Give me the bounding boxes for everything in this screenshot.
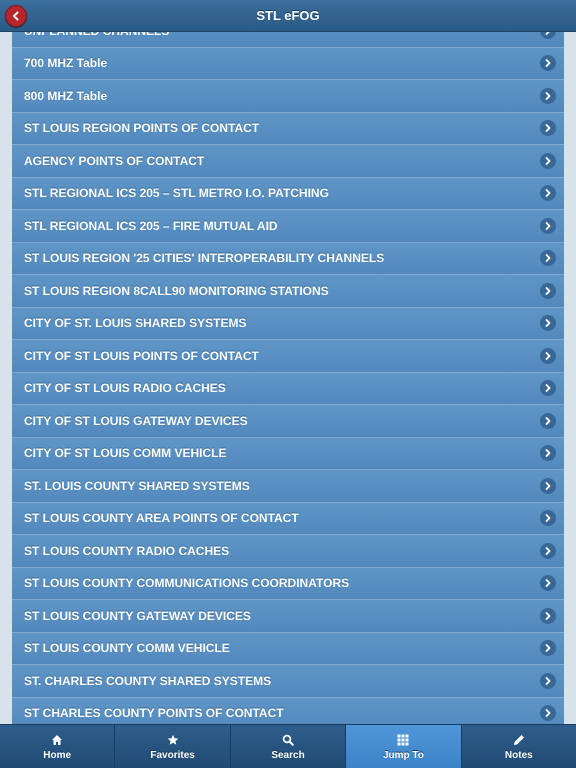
list-item-label: CITY OF ST. LOUIS SHARED SYSTEMS <box>24 316 247 331</box>
tab-label: Notes <box>504 749 533 761</box>
home-icon <box>50 733 64 747</box>
list-item[interactable]: ST LOUIS COUNTY RADIO CACHES <box>12 535 564 568</box>
chevron-right-icon <box>540 607 556 624</box>
list-item-label: CITY OF ST LOUIS COMM VEHICLE <box>24 446 227 461</box>
list-item-label: ST LOUIS REGION 8CALL90 MONITORING STATI… <box>24 283 329 298</box>
list-item-label: ST LOUIS COUNTY GATEWAY DEVICES <box>24 608 251 623</box>
chevron-right-icon <box>540 477 556 494</box>
chevron-right-icon <box>540 250 556 267</box>
pencil-icon <box>512 733 526 747</box>
list-item[interactable]: ST LOUIS COUNTY COMM VEHICLE <box>12 632 564 665</box>
chevron-right-icon <box>540 542 556 559</box>
list-item-label: ST LOUIS COUNTY AREA POINTS OF CONTACT <box>24 511 299 526</box>
chevron-right-icon <box>540 120 556 137</box>
list-item-label: CITY OF ST LOUIS POINTS OF CONTACT <box>24 348 259 363</box>
list-item[interactable]: STL REGIONAL ICS 205 – FIRE MUTUAL AID <box>12 210 564 243</box>
chevron-right-icon <box>540 217 556 234</box>
list-item[interactable]: CITY OF ST LOUIS GATEWAY DEVICES <box>12 405 564 438</box>
tab-label: Home <box>43 749 72 761</box>
tab-home[interactable]: Home <box>0 725 116 768</box>
list-item-label: AGENCY POINTS OF CONTACT <box>24 153 205 168</box>
chevron-right-icon <box>540 705 556 722</box>
list-item[interactable]: CITY OF ST. LOUIS SHARED SYSTEMS <box>12 307 564 340</box>
tab-notes[interactable]: Notes <box>462 725 576 768</box>
list-item-label: STL REGIONAL ICS 205 – STL METRO I.O. PA… <box>24 186 329 201</box>
tab-label: Jump To <box>382 749 424 761</box>
chevron-right-icon <box>540 55 556 72</box>
back-button[interactable] <box>5 5 27 27</box>
list-item[interactable]: ST CHARLES COUNTY POINTS OF CONTACT <box>12 697 564 724</box>
grid-icon <box>396 733 410 747</box>
chevron-right-icon <box>540 152 556 169</box>
list-item[interactable]: STL REGIONAL ICS 205 – STL METRO I.O. PA… <box>12 177 564 210</box>
page-title: STL eFOG <box>256 8 320 23</box>
list-item[interactable]: ST. LOUIS COUNTY SHARED SYSTEMS <box>12 470 564 503</box>
list-item[interactable]: CITY OF ST LOUIS RADIO CACHES <box>12 372 564 405</box>
list-item-label: CITY OF ST LOUIS GATEWAY DEVICES <box>24 413 248 428</box>
list-item[interactable]: CITY OF ST LOUIS POINTS OF CONTACT <box>12 340 564 373</box>
star-icon <box>166 733 180 747</box>
chevron-right-icon <box>540 347 556 364</box>
list-item[interactable]: UNPLANNED CHANNELS <box>12 32 564 48</box>
list-item[interactable]: ST. CHARLES COUNTY SHARED SYSTEMS <box>12 665 564 698</box>
chevron-right-icon <box>540 380 556 397</box>
back-arrow-icon <box>13 11 19 21</box>
tab-search[interactable]: Search <box>231 725 347 768</box>
search-icon <box>281 733 295 747</box>
chevron-right-icon <box>540 672 556 689</box>
list-item-label: ST LOUIS COUNTY COMM VEHICLE <box>24 641 230 656</box>
chevron-right-icon <box>540 510 556 527</box>
list-item[interactable]: 700 MHZ Table <box>12 47 564 80</box>
list-item[interactable]: 800 MHZ Table <box>12 80 564 113</box>
list-item[interactable]: ST LOUIS REGION 8CALL90 MONITORING STATI… <box>12 275 564 308</box>
chevron-right-icon <box>540 575 556 592</box>
chevron-right-icon <box>540 315 556 332</box>
chevron-right-icon <box>540 412 556 429</box>
tab-favorites[interactable]: Favorites <box>115 725 231 768</box>
list-item[interactable]: CITY OF ST LOUIS COMM VEHICLE <box>12 437 564 470</box>
list-item-label: UNPLANNED CHANNELS <box>24 32 169 38</box>
list-item-label: ST LOUIS REGION '25 CITIES' INTEROPERABI… <box>24 251 385 266</box>
chevron-right-icon <box>540 640 556 657</box>
list-item-label: ST LOUIS COUNTY RADIO CACHES <box>24 543 230 558</box>
chevron-right-icon <box>540 87 556 104</box>
list-item[interactable]: ST LOUIS COUNTY AREA POINTS OF CONTACT <box>12 502 564 535</box>
list-item-label: ST CHARLES COUNTY POINTS OF CONTACT <box>24 706 284 721</box>
list-item-label: ST. CHARLES COUNTY SHARED SYSTEMS <box>24 673 272 688</box>
list-item[interactable]: ST LOUIS REGION '25 CITIES' INTEROPERABI… <box>12 242 564 275</box>
list-item-label: STL REGIONAL ICS 205 – FIRE MUTUAL AID <box>24 218 278 233</box>
list-item-label: ST LOUIS COUNTY COMMUNICATIONS COORDINAT… <box>24 576 350 591</box>
tab-label: Favorites <box>150 749 195 761</box>
list-item[interactable]: ST LOUIS COUNTY COMMUNICATIONS COORDINAT… <box>12 567 564 600</box>
list-item[interactable]: ST LOUIS REGION POINTS OF CONTACT <box>12 112 564 145</box>
list-item-label: 700 MHZ Table <box>24 56 108 71</box>
app-header: STL eFOG <box>0 0 576 32</box>
tab-jump-to[interactable]: Jump To <box>346 725 462 768</box>
menu-list[interactable]: UNPLANNED CHANNELS 700 MHZ Table 800 MHZ T… <box>12 32 564 724</box>
tab-bar: Home Favorites Search Jump To Notes <box>0 724 576 768</box>
list-item[interactable]: AGENCY POINTS OF CONTACT <box>12 145 564 178</box>
chevron-right-icon <box>540 282 556 299</box>
chevron-right-icon <box>540 185 556 202</box>
list-item-label: ST. LOUIS COUNTY SHARED SYSTEMS <box>24 478 250 493</box>
tab-label: Search <box>271 749 305 761</box>
chevron-right-icon <box>540 445 556 462</box>
chevron-right-icon <box>540 32 556 39</box>
list-item-label: 800 MHZ Table <box>24 88 108 103</box>
list-item-label: CITY OF ST LOUIS RADIO CACHES <box>24 381 226 396</box>
list-item-label: ST LOUIS REGION POINTS OF CONTACT <box>24 121 260 136</box>
list-item[interactable]: ST LOUIS COUNTY GATEWAY DEVICES <box>12 600 564 633</box>
